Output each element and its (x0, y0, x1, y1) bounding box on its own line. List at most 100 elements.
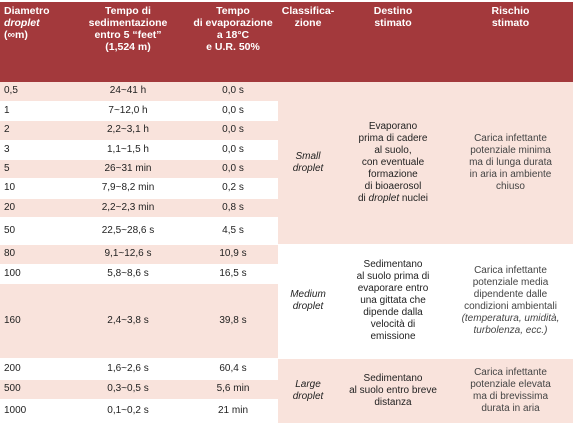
header-cell: Tempo di evaporazione a 18°C e U.R. 50% (188, 2, 279, 82)
text-line: formazione (368, 168, 418, 180)
risk-cell: Carica infettante potenziale media dipende… (448, 244, 573, 359)
text-line: entro 5 “feet” (94, 29, 162, 41)
cell: 0,0 s (188, 82, 278, 102)
text-line: Carica infettante (474, 265, 547, 276)
classification-cell: Medium droplet (278, 244, 338, 359)
cell: 1,6~2,6 s (68, 358, 188, 380)
text-line: ma di brevissima (472, 390, 549, 402)
text-line: evaporare entro (357, 283, 429, 294)
text-line: distanza (374, 396, 412, 408)
text-segment: droplet (4, 17, 40, 29)
cell: 3 (0, 140, 68, 160)
text-line: sedimentazione (88, 17, 168, 29)
cell: 0,3~0,5 s (68, 379, 188, 400)
text-line: Sedimentano (363, 259, 423, 270)
header-cell: Destino stimato (338, 2, 449, 82)
text-line: e U.R. 50% (206, 41, 260, 53)
cell: 2 (0, 120, 68, 141)
text-line: (temperatura, umidità, (451, 313, 570, 325)
text-line: droplet (292, 162, 324, 174)
text-line: (1,524 m) (105, 41, 151, 53)
cell: 4,5 s (188, 217, 278, 245)
cell: 1000 (0, 399, 68, 424)
cell: 1,1~1,5 h (68, 140, 188, 160)
cell: 10,9 s (188, 244, 278, 265)
destination-cell: Evaporano prima di cadere al suolo, con eve… (338, 82, 448, 245)
text-segment: droplet (368, 192, 400, 204)
text-segment: nuclei (399, 192, 429, 204)
text-line: emissione (370, 331, 416, 342)
text-line: potenziale elevata (470, 378, 551, 390)
header-cell: Tempo di sedimentazione entro 5 “feet” (1,5… (68, 2, 189, 82)
cell: 39,8 s (188, 283, 278, 359)
destination-cell: Sedimentano al suolo prima di evaporare en… (338, 244, 448, 359)
cell: 20 (0, 198, 68, 218)
text-line: in aria in ambiente (469, 168, 552, 180)
cell: 7~12,0 h (68, 101, 188, 121)
text-line: a 18°C (216, 29, 250, 41)
text-line: Rischio (491, 5, 530, 17)
text-line: al suolo prima di (356, 271, 430, 282)
text-line: di droplet nuclei (341, 193, 445, 205)
cell: 5,6 min (188, 379, 278, 400)
text-line: chiuso (496, 180, 525, 192)
risk-cell: Carica infettante potenziale elevata ma di… (448, 358, 573, 424)
cell: 24~41 h (68, 82, 188, 102)
text-line: durata in aria (481, 402, 540, 414)
cell: 160 (0, 283, 68, 359)
text-line: turbolenza, ecc.) (451, 325, 570, 337)
cell: 2,4~3,8 s (68, 283, 188, 359)
text-line: Tempo (216, 5, 250, 17)
text-line: Small (295, 150, 321, 162)
text-line: potenziale minima (470, 144, 551, 156)
text-segment: di (357, 192, 369, 204)
text-line: una gittata che (360, 295, 426, 306)
data-row: 80 9,1~12,6 s 10,9 s Medium droplet Sedimenta… (0, 244, 573, 359)
text-line: potenziale media (472, 277, 549, 288)
text-line: al suolo entro breve (349, 384, 437, 396)
text-line: Carica infettante (474, 366, 547, 378)
header-row: Diametro droplet (∞m) Tempo di sedimentazion… (0, 2, 573, 82)
text-line: Diametro (4, 5, 50, 17)
cell: 0,8 s (188, 198, 278, 218)
text-line: di evaporazione (193, 17, 273, 29)
cell: 0,0 s (188, 159, 278, 179)
header-cell: Classifica-zione (278, 2, 339, 82)
risk-cell: Carica infettante potenziale minima ma di … (448, 82, 573, 245)
text-line: dipende dalla (363, 307, 423, 318)
header-cell: Diametro droplet (∞m) (0, 2, 69, 82)
text-line: Sedimentano (363, 372, 423, 384)
cell: 0,5 (0, 82, 68, 102)
cell: 0,0 s (188, 120, 278, 141)
text-line: zione (294, 17, 322, 29)
text-line: Tempo di (105, 5, 151, 17)
cell: 0,0 s (188, 101, 278, 121)
header-cell: Rischio stimato (448, 2, 573, 82)
text-segment: (temperatura, umidità, (461, 313, 560, 324)
data-row: 0,5 24~41 h 0,0 s Small droplet Evaporano prim… (0, 82, 573, 245)
text-line: Classifica- (281, 5, 335, 17)
text-line: Destino (373, 5, 413, 17)
text-line: droplet (292, 301, 324, 312)
text-line: Evaporano (368, 120, 418, 132)
cell: 500 (0, 379, 68, 400)
text-line: (∞m) (4, 29, 28, 41)
cell: 100 (0, 264, 68, 284)
cell: 2,2~2,3 min (68, 198, 188, 218)
cell: 0,1~0,2 s (68, 399, 188, 424)
text-line: Large (295, 378, 321, 390)
cell: 10 (0, 178, 68, 199)
cell: 21 min (188, 399, 278, 424)
text-line: dipendente dalle (473, 289, 548, 300)
text-line: condizioni ambientali (464, 301, 557, 312)
cell: 200 (0, 358, 68, 380)
text-line: Medium (290, 289, 326, 300)
cell: 2,2~3,1 h (68, 120, 188, 141)
cell: 1 (0, 101, 68, 121)
cell: 26~31 min (68, 159, 188, 179)
cell: 0,2 s (188, 178, 278, 199)
cell: 5 (0, 159, 68, 179)
cell: 22,5~28,6 s (68, 217, 188, 245)
